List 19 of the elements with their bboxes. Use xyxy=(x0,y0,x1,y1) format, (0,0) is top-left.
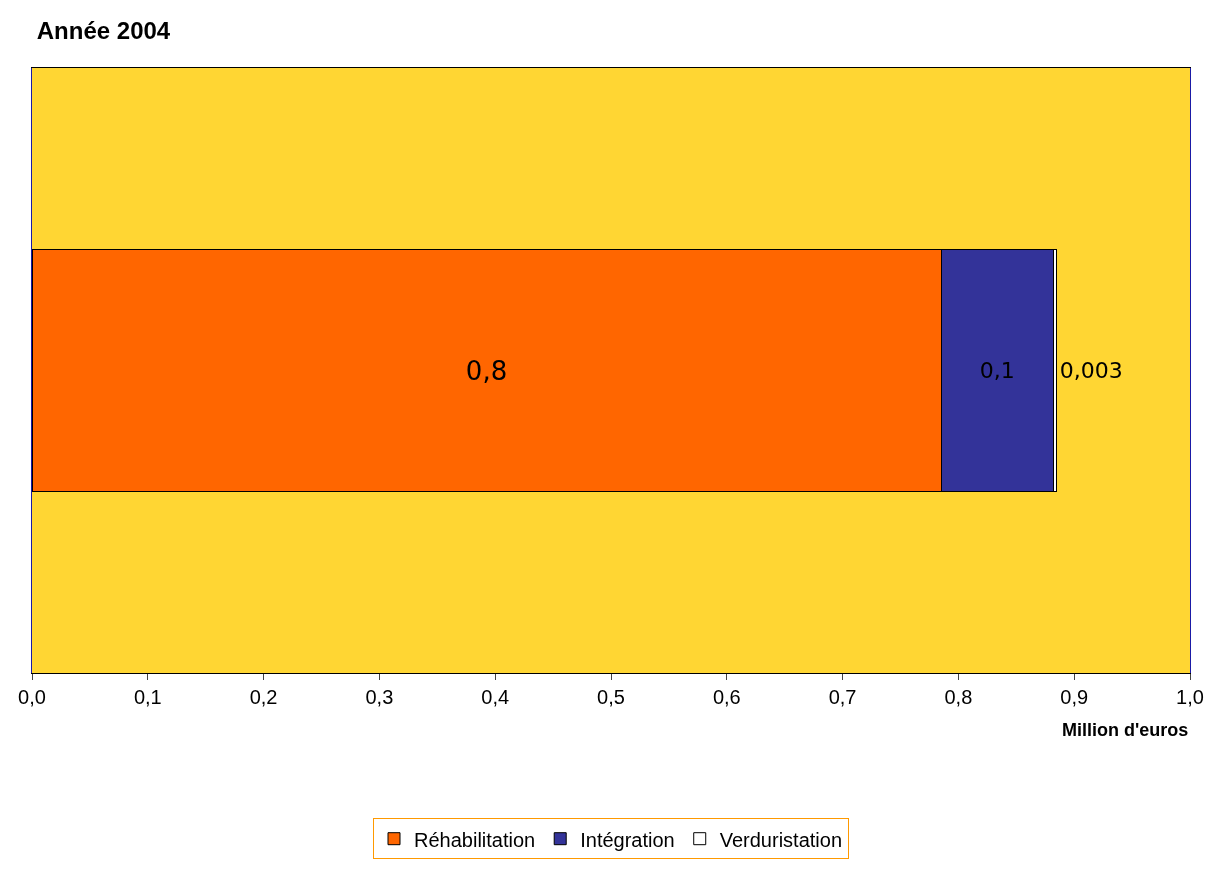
x-tick-label: 0,9 xyxy=(1060,686,1089,708)
data-label: 0,8 xyxy=(465,355,508,386)
data-label: 0,1 xyxy=(979,358,1015,383)
x-tick-label: 0,6 xyxy=(712,686,741,708)
x-tick-label: 0,0 xyxy=(18,686,46,708)
x-tick-label: 1,0 xyxy=(1176,686,1204,708)
legend-label: Intégration xyxy=(580,828,675,851)
x-tick-label: 0,3 xyxy=(365,686,394,708)
x-axis-title: Million d'euros xyxy=(1062,720,1189,740)
x-tick-label: 0,4 xyxy=(481,686,510,708)
chart-title: Année 2004 xyxy=(36,16,171,44)
data-label: 0,003 xyxy=(1059,358,1123,383)
x-tick-label: 0,1 xyxy=(133,686,162,708)
legend-label: Verduristation xyxy=(719,828,843,851)
x-tick-label: 0,7 xyxy=(828,686,857,708)
legend-label: Réhabilitation xyxy=(414,828,536,851)
x-tick-label: 0,2 xyxy=(249,686,278,708)
x-tick-label: 0,5 xyxy=(597,686,625,708)
x-tick-label: 0,8 xyxy=(944,686,973,708)
